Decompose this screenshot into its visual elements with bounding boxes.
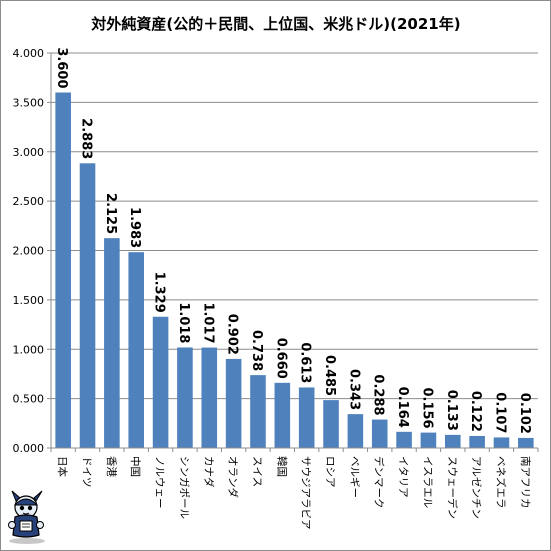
data-label: 0.738 xyxy=(249,330,264,371)
grid-lines xyxy=(51,52,538,449)
bar xyxy=(79,163,96,448)
data-label: 0.107 xyxy=(492,392,507,433)
x-tick-label: スウェーデン xyxy=(446,456,459,519)
y-tick-label: 1.000 xyxy=(13,343,45,356)
bar xyxy=(177,347,193,448)
x-tick-label: デンマーク xyxy=(373,456,386,509)
data-label: 3.600 xyxy=(54,47,69,88)
bar xyxy=(201,347,218,448)
bar xyxy=(250,375,266,448)
data-label: 0.102 xyxy=(517,393,532,434)
bar xyxy=(518,437,534,448)
data-label: 0.122 xyxy=(468,391,483,432)
y-tick-label: 0.000 xyxy=(13,442,45,455)
data-label: 0.613 xyxy=(298,342,313,383)
data-label: 0.902 xyxy=(225,314,240,355)
x-tick-label: カナダ xyxy=(202,456,215,488)
data-label: 0.660 xyxy=(273,338,288,379)
data-label: 0.164 xyxy=(395,387,410,428)
x-tick-label: イスラエル xyxy=(421,456,433,508)
y-tick-label: 2.500 xyxy=(13,195,45,208)
y-tick-label: 1.500 xyxy=(13,294,45,307)
data-label: 2.125 xyxy=(103,193,118,234)
x-tick-label: シンガポール xyxy=(178,456,190,519)
x-axis: 日本 ドイツ 香港 中国 ノルウェー シンガポール カナダ オランダ スイス 韓国 サウジアラビアロ… xyxy=(50,447,539,530)
chart-title: 対外純資産(公的＋民間、上位国、米兆ドル)(2021年) xyxy=(90,15,460,33)
bar xyxy=(371,419,388,448)
x-tick-label: イタリア xyxy=(397,456,409,498)
data-label: 1.018 xyxy=(176,302,191,343)
data-label: 1.983 xyxy=(127,207,142,248)
bar xyxy=(347,414,364,448)
bar xyxy=(152,316,169,448)
y-tick-label: 3.500 xyxy=(13,96,45,109)
bar xyxy=(55,92,71,448)
y-tick-label: 3.000 xyxy=(13,146,45,159)
x-tick-label: 日本 xyxy=(56,456,69,477)
x-tick-label: ベネズエラ xyxy=(494,456,507,509)
bar xyxy=(298,387,315,448)
data-label: 0.133 xyxy=(444,390,459,431)
x-tick-label: ドイツ xyxy=(81,456,93,488)
data-labels: 3.600 2.883 2.125 1.983 1.329 1.018 1.017 0.902… xyxy=(54,47,532,434)
x-tick-label: ベルギー xyxy=(348,456,360,498)
bar xyxy=(104,238,120,448)
x-tick-label: ノルウェー xyxy=(154,456,166,509)
x-tick-label: オランダ xyxy=(227,456,240,498)
data-label: 1.329 xyxy=(152,272,167,313)
x-tick-label: アルゼンチン xyxy=(470,456,482,519)
y-tick-label: 0.500 xyxy=(13,393,45,406)
x-tick-label: 南アフリカ xyxy=(519,456,532,509)
x-tick-label: 韓国 xyxy=(275,456,287,477)
bar xyxy=(128,252,145,448)
data-label: 0.156 xyxy=(419,387,434,428)
data-label: 2.883 xyxy=(79,118,94,159)
bar xyxy=(444,434,461,448)
data-label: 1.017 xyxy=(200,302,215,343)
bar xyxy=(274,382,291,448)
x-tick-label: 中国 xyxy=(129,456,142,477)
data-label: 0.288 xyxy=(371,374,386,415)
x-tick-label: ロシア xyxy=(324,456,336,488)
bar xyxy=(469,435,485,448)
y-axis: 0.000 0.500 1.000 1.500 2.000 2.500 3.000 3.500… xyxy=(13,47,52,455)
data-label: 0.485 xyxy=(322,355,337,396)
bar xyxy=(493,437,510,448)
bar-series xyxy=(55,92,534,448)
data-label: 0.343 xyxy=(346,369,361,410)
y-tick-label: 2.000 xyxy=(13,245,45,258)
bar xyxy=(323,400,339,448)
x-tick-label: 香港 xyxy=(105,456,117,477)
bar xyxy=(225,358,242,448)
mascot-icon xyxy=(8,490,45,544)
y-tick-label: 4.000 xyxy=(13,47,45,60)
bar xyxy=(396,431,412,448)
x-tick-label: スイス xyxy=(251,456,263,487)
bar xyxy=(420,432,437,448)
x-tick-label: サウジアラビア xyxy=(300,456,312,530)
